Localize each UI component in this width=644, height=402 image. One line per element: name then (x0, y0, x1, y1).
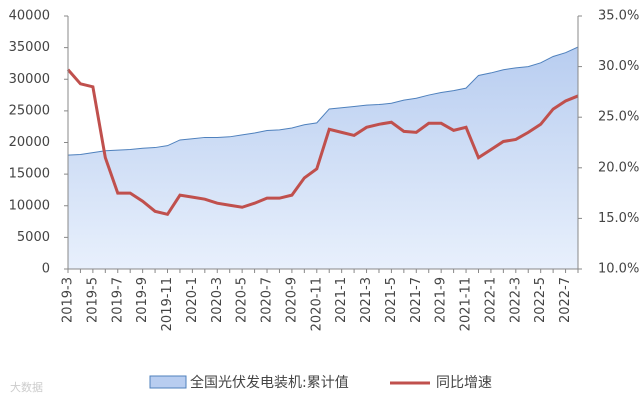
y-tick-label: 15000 (9, 167, 50, 182)
x-tick-label: 2020-9 (284, 277, 299, 323)
x-tick-label: 2021-9 (434, 277, 449, 323)
x-tick-label: 2020-3 (210, 277, 225, 323)
legend-label: 同比增速 (436, 375, 492, 391)
area (67, 46, 579, 270)
x-tick-label: 2021-7 (409, 277, 424, 323)
watermark: 大数据 (10, 380, 43, 394)
y-tick-label: 20000 (9, 135, 50, 150)
y2-tick-label: 35.0% (598, 9, 639, 24)
x-tick-label: 2019-3 (61, 277, 76, 323)
x-tick-label: 2019-5 (85, 277, 100, 323)
x-tick-label: 2022-5 (533, 277, 548, 323)
y2-tick-label: 15.0% (598, 211, 639, 226)
x-tick-label: 2019-9 (135, 277, 150, 323)
x-tick-label: 2021-5 (384, 277, 399, 323)
y2-tick-label: 30.0% (598, 59, 639, 74)
x-tick-label: 2020-1 (185, 277, 200, 323)
x-tick-label: 2019-11 (160, 277, 175, 331)
x-tick-label: 2022-1 (483, 277, 498, 323)
x-tick-label: 2021-1 (334, 277, 349, 323)
x-tick-label: 2022-3 (508, 277, 523, 323)
y-tick-label: 35000 (9, 40, 50, 55)
line (66, 68, 579, 217)
y-tick-label: 5000 (17, 230, 50, 245)
y-tick-label: 25000 (9, 103, 50, 118)
x-tick-label: 2020-11 (309, 277, 324, 331)
y2-tick-label: 20.0% (598, 160, 639, 175)
y2-tick-label: 10.0% (598, 262, 639, 277)
x-tick-label: 2019-7 (110, 277, 125, 323)
y2-tick-label: 25.0% (598, 110, 639, 125)
legend-label: 全国光伏发电装机:累计值 (190, 374, 349, 391)
legend-swatch (149, 375, 187, 389)
y-tick-label: 10000 (9, 198, 50, 213)
x-tick-label: 2021-11 (459, 277, 474, 331)
x-tick-label: 2022-7 (558, 277, 573, 323)
y-tick-label: 0 (42, 262, 50, 277)
x-tick-label: 2020-5 (235, 277, 250, 323)
x-tick-label: 2021-3 (359, 277, 374, 323)
y-tick-label: 30000 (9, 72, 50, 87)
y-tick-label: 40000 (9, 9, 50, 24)
x-tick-label: 2020-7 (260, 277, 275, 323)
